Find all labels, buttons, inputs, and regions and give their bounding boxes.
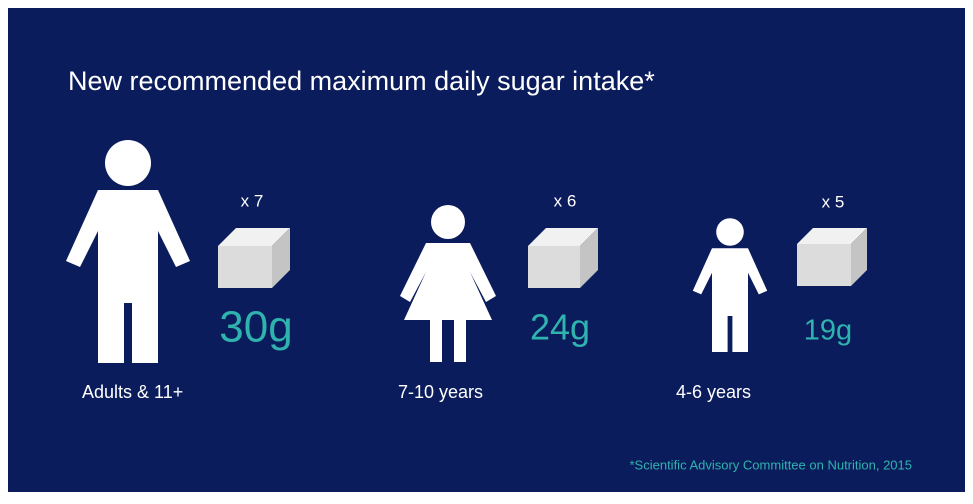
infographic: New recommended maximum daily sugar inta…	[0, 0, 973, 504]
footnote: *Scientific Advisory Committee on Nutrit…	[629, 457, 912, 472]
title: New recommended maximum daily sugar inta…	[68, 66, 655, 96]
sugar-cube	[218, 228, 290, 288]
page: New recommended maximum daily sugar inta…	[0, 0, 973, 504]
cube-count: x 6	[554, 191, 577, 210]
sugar-cube	[528, 228, 598, 288]
sugar-amount: 19g	[804, 315, 852, 347]
sugar-amount: 30g	[219, 303, 292, 352]
sugar-amount: 24g	[530, 307, 590, 348]
group-label: Adults & 11+	[82, 382, 183, 402]
cube-count: x 5	[822, 192, 845, 211]
group-label: 4-6 years	[676, 382, 751, 402]
cube-count: x 7	[241, 191, 264, 210]
sugar-cube	[797, 228, 867, 286]
group-label: 7-10 years	[398, 382, 483, 402]
